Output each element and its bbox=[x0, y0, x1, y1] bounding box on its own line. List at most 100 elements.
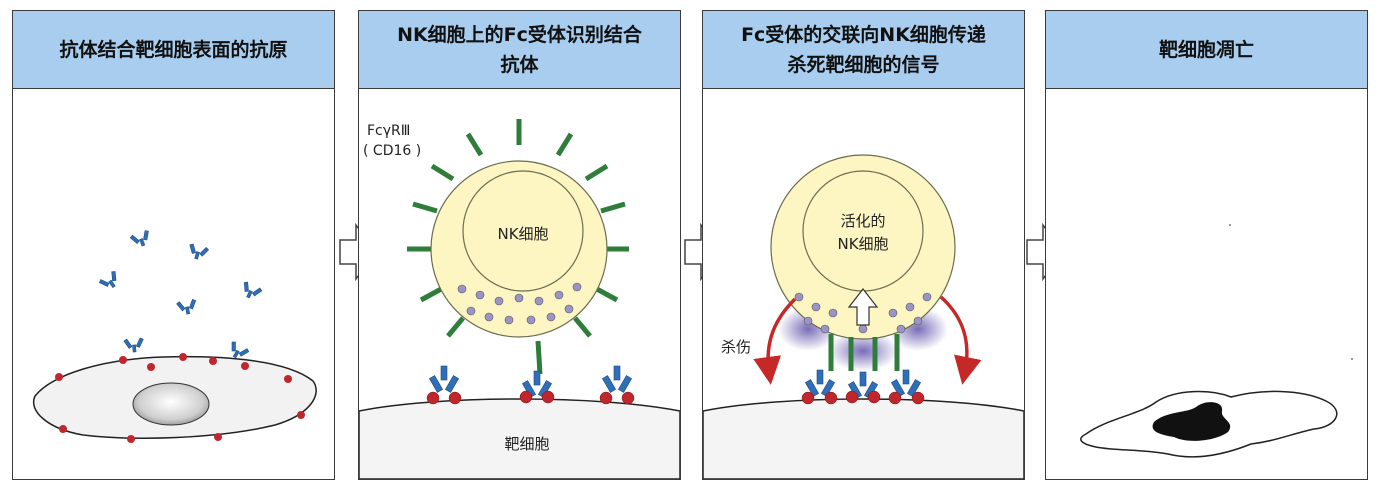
y-antibody-icon bbox=[804, 369, 836, 397]
antigen-dot bbox=[241, 362, 249, 370]
granule bbox=[905, 302, 915, 312]
signal-up-arrow-icon bbox=[847, 288, 879, 326]
y-antibody-icon bbox=[243, 281, 263, 299]
antigen-dot bbox=[824, 391, 838, 405]
kill-label: 杀伤 bbox=[721, 338, 751, 356]
activated-label-line2: NK细胞 bbox=[837, 235, 888, 253]
granule-group bbox=[457, 282, 582, 325]
panel-fc-receptor-binding: NK细胞上的Fc受体识别结合 抗体 bbox=[358, 10, 681, 480]
antigen-group bbox=[55, 353, 305, 443]
granule bbox=[514, 293, 524, 303]
apoptotic-nucleus-fragment bbox=[1152, 402, 1231, 441]
granule bbox=[457, 284, 467, 294]
target-cell-label: 靶细胞 bbox=[504, 435, 549, 453]
panel-header: 抗体结合靶细胞表面的抗原 bbox=[13, 11, 334, 89]
antigen-dot bbox=[297, 411, 305, 419]
fc-receptor-group bbox=[407, 119, 629, 375]
granule bbox=[554, 290, 564, 300]
panel-body: FcγRⅢ ( CD16 ) NK细胞 靶细胞 bbox=[359, 89, 680, 479]
receptor-label: FcγRⅢ bbox=[367, 123, 410, 139]
receptor-sublabel: ( CD16 ) bbox=[363, 143, 421, 159]
granule bbox=[803, 316, 813, 326]
granule bbox=[494, 296, 504, 306]
activated-label-line1: 活化的 bbox=[840, 212, 885, 230]
panel-title: 抗体结合靶细胞表面的抗原 bbox=[59, 38, 288, 61]
target-nucleus bbox=[132, 382, 210, 426]
antigen-dot bbox=[147, 363, 155, 371]
antigen-group bbox=[426, 390, 635, 405]
y-antibody-icon bbox=[847, 371, 879, 399]
nk-cell-label: NK细胞 bbox=[497, 225, 548, 243]
antigen-dot bbox=[541, 390, 555, 404]
granule bbox=[526, 315, 536, 325]
kill-arrow-icon bbox=[753, 297, 797, 385]
panel-title: 靶细胞凋亡 bbox=[1158, 38, 1254, 61]
granule bbox=[811, 302, 821, 312]
antigen-dot bbox=[599, 391, 613, 405]
target-cell bbox=[703, 398, 1024, 479]
antigen-dot bbox=[119, 356, 127, 364]
y-antibody-icon bbox=[231, 341, 250, 359]
y-antibody-icon bbox=[176, 299, 197, 315]
antigen-dot bbox=[621, 391, 635, 405]
nk-nucleus bbox=[462, 170, 584, 292]
activated-nk-nucleus bbox=[802, 170, 924, 292]
granule bbox=[546, 312, 556, 322]
granule bbox=[534, 296, 544, 306]
granule bbox=[794, 292, 804, 302]
fc-receptor-group bbox=[828, 334, 900, 371]
antigen-dot bbox=[888, 391, 902, 405]
y-antibody-icon bbox=[521, 370, 553, 398]
granule bbox=[922, 292, 932, 302]
antigen-group bbox=[801, 390, 925, 405]
panel-title: Fc受体的交联向NK细胞传递 杀死靶细胞的信号 bbox=[741, 23, 986, 76]
antigen-dot bbox=[801, 391, 815, 405]
granule bbox=[913, 316, 923, 326]
antigen-dot bbox=[179, 353, 187, 361]
antigen-dot bbox=[59, 425, 67, 433]
panel-title: NK细胞上的Fc受体识别结合 抗体 bbox=[397, 23, 642, 76]
granule bbox=[572, 282, 582, 292]
panel-body bbox=[13, 89, 334, 479]
granule bbox=[484, 312, 494, 322]
antigen-dot bbox=[867, 390, 881, 404]
y-antibody-icon bbox=[428, 365, 460, 393]
antigen-dot bbox=[209, 357, 217, 365]
granule-group bbox=[794, 292, 932, 334]
antibody-group bbox=[98, 230, 263, 359]
antigen-dot bbox=[284, 375, 292, 383]
y-antibody-icon bbox=[189, 243, 210, 260]
granule bbox=[888, 308, 898, 318]
panel-crosslinking-signal: Fc受体的交联向NK细胞传递 杀死靶细胞的信号 bbox=[702, 10, 1025, 480]
granule bbox=[564, 304, 574, 314]
panel-antibody-binding: 抗体结合靶细胞表面的抗原 bbox=[12, 10, 335, 480]
antigen-dot bbox=[426, 391, 440, 405]
debris-dot bbox=[1351, 358, 1353, 360]
antigen-dot bbox=[448, 391, 462, 405]
antigen-dot bbox=[845, 390, 859, 404]
y-antibody-icon bbox=[890, 369, 922, 397]
antigen-dot bbox=[214, 433, 222, 441]
panel-apoptosis: 靶细胞凋亡 bbox=[1045, 10, 1368, 480]
panel-body: 活化的 NK细胞 杀伤 bbox=[703, 89, 1024, 479]
y-antibody-icon bbox=[601, 365, 633, 393]
granule bbox=[828, 308, 838, 318]
panel-body bbox=[1046, 89, 1367, 479]
debris-dot bbox=[1229, 224, 1231, 226]
panel-header: 靶细胞凋亡 bbox=[1046, 11, 1367, 89]
granule bbox=[820, 324, 830, 334]
antigen-dot bbox=[519, 390, 533, 404]
y-antibody-icon bbox=[98, 271, 117, 289]
antigen-dot bbox=[911, 391, 925, 405]
antigen-dot bbox=[55, 373, 63, 381]
panel-header: Fc受体的交联向NK细胞传递 杀死靶细胞的信号 bbox=[703, 11, 1024, 89]
granule-release bbox=[827, 331, 899, 371]
antibody-group bbox=[804, 369, 922, 399]
y-antibody-icon bbox=[129, 230, 149, 247]
granule bbox=[475, 290, 485, 300]
panel-header: NK细胞上的Fc受体识别结合 抗体 bbox=[359, 11, 680, 89]
granule bbox=[896, 324, 906, 334]
y-antibody-icon bbox=[123, 337, 144, 353]
granule bbox=[504, 315, 514, 325]
